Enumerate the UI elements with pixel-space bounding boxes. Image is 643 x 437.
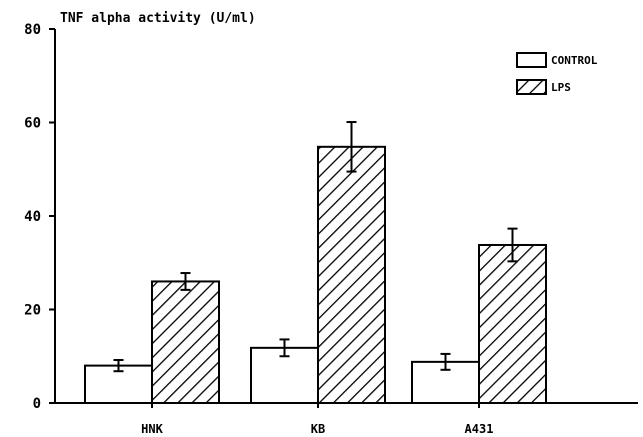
x-category-label: HNK [141,422,163,436]
bars [84,121,547,405]
chart-title: TNF alpha activity (U/ml) [60,11,256,26]
lps-bar [151,280,220,405]
y-tick-label: 20 [24,303,41,319]
y-tick-label: 80 [24,22,41,38]
lps-bar [478,243,547,404]
y-tick-label: 60 [24,116,41,132]
legend-label-lps: LPS [551,81,571,94]
legend-swatch-lps [516,79,547,95]
x-category-label: A431 [465,422,494,436]
legend-swatch-control [516,52,547,68]
y-tick-label: 0 [33,396,41,412]
x-category-label: KB [311,422,325,436]
legend: CONTROL LPS [516,52,598,95]
lps-bar [317,145,386,404]
y-tick-label: 40 [24,209,41,225]
legend-label-control: CONTROL [551,54,598,67]
